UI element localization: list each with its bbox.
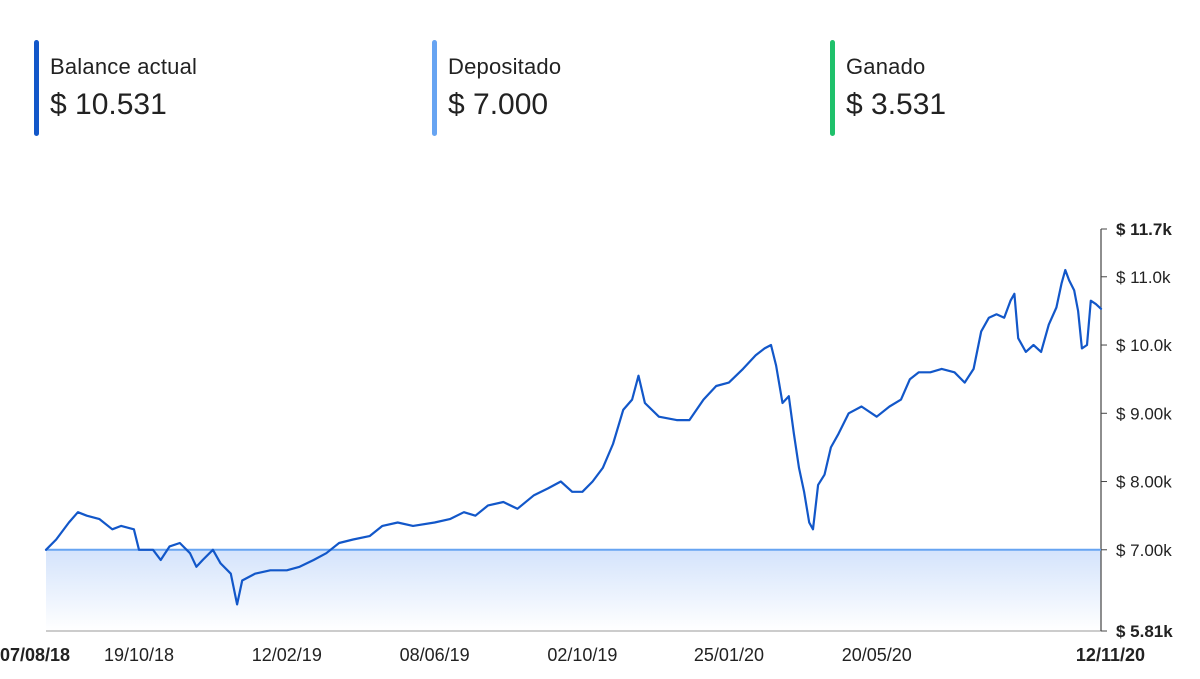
stat-earned-indicator: [830, 40, 835, 136]
y-tick-label: $ 5.81k: [1116, 622, 1173, 641]
y-tick-label: $ 11.0k: [1116, 268, 1171, 287]
balance-series-line: [44, 268, 1103, 606]
y-tick-label: $ 11.7k: [1116, 220, 1172, 239]
stat-deposited: Depositado $ 7.000: [432, 40, 561, 136]
stat-balance: Balance actual $ 10.531: [34, 40, 197, 136]
stat-earned-label: Ganado: [846, 54, 926, 79]
y-tick-label: $ 8.00k: [1116, 473, 1172, 492]
x-tick-label: 19/10/18: [104, 645, 174, 665]
x-tick-label: 25/01/20: [694, 645, 764, 665]
y-tick-label: $ 7.00k: [1116, 541, 1172, 560]
x-tick-label: 20/05/20: [842, 645, 912, 665]
stat-earned: Ganado $ 3.531: [830, 40, 946, 136]
x-tick-label: 08/06/19: [400, 645, 470, 665]
x-tick-label: 12/11/20: [1076, 645, 1145, 665]
x-tick-label: 12/02/19: [252, 645, 322, 665]
stat-deposited-indicator: [432, 40, 437, 136]
y-tick-label: $ 10.0k: [1116, 336, 1172, 355]
stat-deposited-label: Depositado: [448, 54, 562, 79]
stat-balance-value: $ 10.531: [50, 88, 167, 121]
x-tick-label: 07/08/18: [0, 645, 70, 665]
stat-deposited-value: $ 7.000: [448, 88, 549, 121]
x-tick-label: 02/10/19: [547, 645, 617, 665]
deposited-area: [46, 549, 1101, 631]
y-tick-label: $ 9.00k: [1116, 404, 1172, 423]
stat-earned-value: $ 3.531: [846, 88, 947, 121]
stat-balance-label: Balance actual: [50, 54, 198, 79]
stat-balance-indicator: [34, 40, 39, 136]
